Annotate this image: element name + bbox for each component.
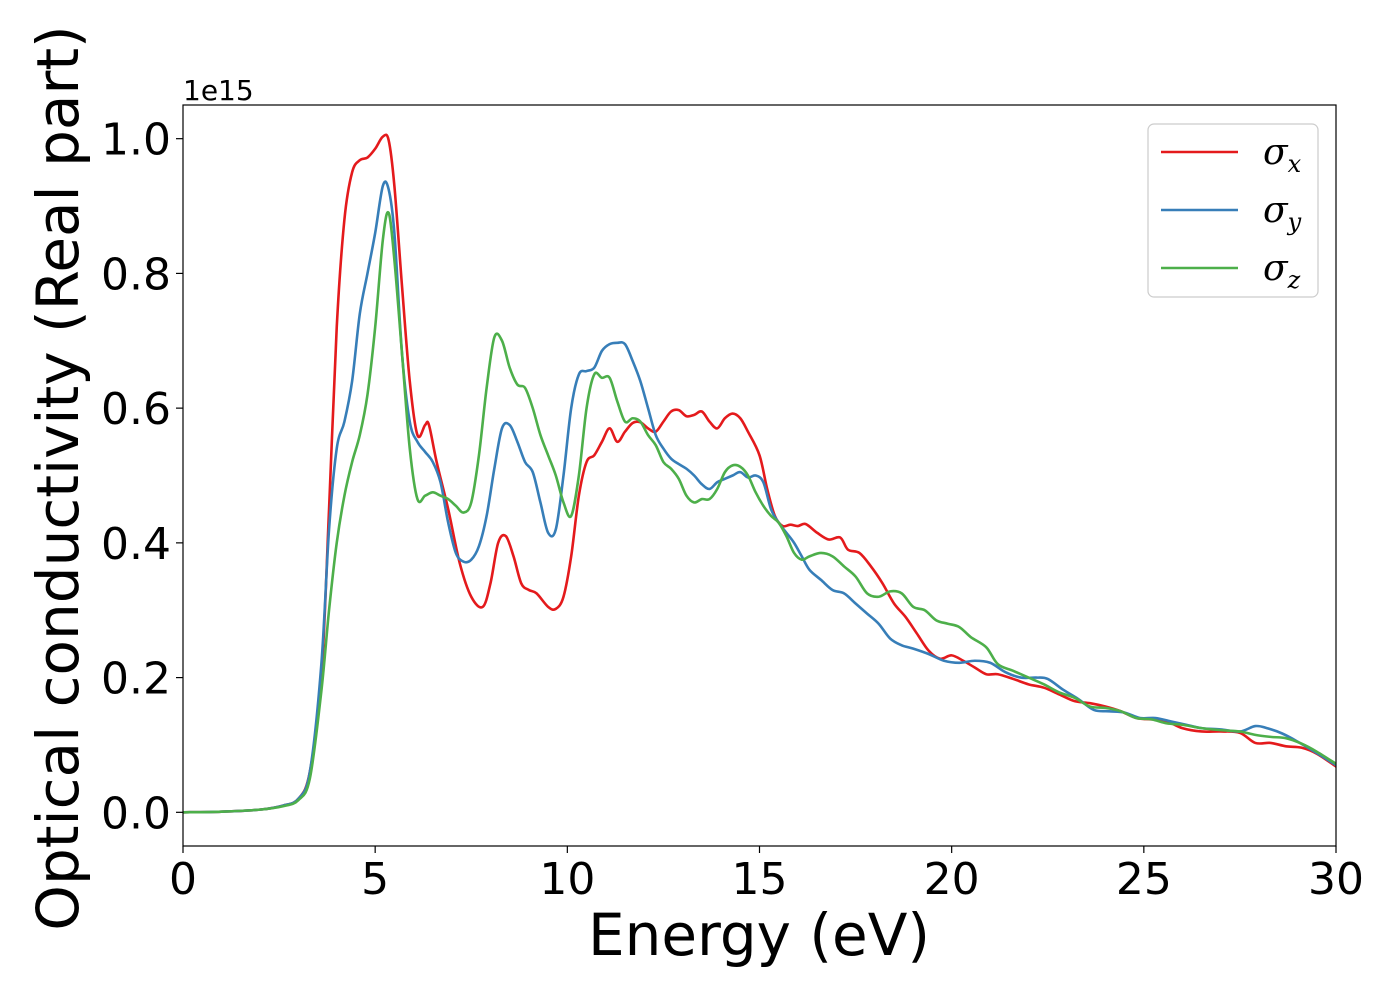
legend-subscript: z (1287, 266, 1301, 294)
series-line-x (183, 133, 1336, 814)
y-offset-text: 1e15 (183, 74, 254, 107)
legend-label-x: σx (1263, 132, 1302, 178)
y-tick-label: 0.0 (101, 788, 171, 839)
legend-symbol: σ (1263, 190, 1289, 231)
y-tick-label: 1.0 (101, 115, 171, 166)
x-tick-label: 30 (1308, 854, 1364, 905)
legend-label-y: σy (1263, 190, 1302, 236)
legend-symbol: σ (1263, 132, 1289, 173)
x-tick-label: 15 (732, 854, 788, 905)
y-tick-label: 0.6 (101, 384, 171, 435)
x-axis-ticks: 0 5 10 15 20 25 30 (169, 846, 1364, 905)
y-tick-label: 0.8 (101, 249, 171, 300)
y-axis-ticks: 0.0 0.2 0.4 0.6 0.8 1.0 (101, 115, 183, 839)
y-tick-label: 0.2 (101, 654, 171, 705)
legend-subscript: x (1288, 150, 1302, 178)
series-line-z (183, 210, 1336, 814)
y-tick-label: 0.4 (101, 519, 171, 570)
x-tick-label: 10 (539, 854, 595, 905)
legend-subscript: y (1287, 208, 1302, 236)
legend-label-z: σz (1263, 248, 1301, 294)
x-tick-label: 20 (924, 854, 980, 905)
legend-symbol: σ (1263, 248, 1289, 289)
series-layer (183, 133, 1336, 814)
y-axis-title: Optical conductivity (Real part) (24, 25, 92, 930)
x-axis-title: Energy (eV) (588, 901, 930, 969)
x-tick-label: 25 (1116, 854, 1172, 905)
x-tick-label: 0 (169, 854, 197, 905)
x-tick-label: 5 (361, 854, 389, 905)
